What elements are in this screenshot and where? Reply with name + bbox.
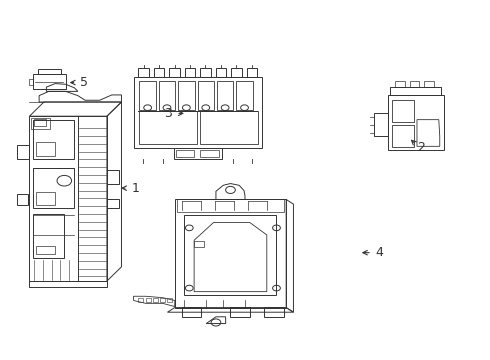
Text: 2: 2 <box>417 141 425 154</box>
Bar <box>169 68 180 77</box>
Bar <box>139 81 156 110</box>
Text: 3: 3 <box>165 107 172 120</box>
Bar <box>36 246 55 255</box>
Bar <box>160 298 165 302</box>
Bar <box>230 307 250 317</box>
Bar <box>107 170 119 184</box>
Bar <box>154 68 165 77</box>
Bar <box>33 214 64 258</box>
Bar <box>33 121 74 159</box>
Bar <box>33 75 66 89</box>
Bar <box>391 87 441 95</box>
Bar <box>175 199 286 307</box>
Bar <box>139 111 197 144</box>
Bar <box>185 68 196 77</box>
Bar <box>216 68 226 77</box>
Bar <box>159 81 175 110</box>
Bar <box>236 81 253 110</box>
Bar <box>424 81 434 87</box>
Bar <box>200 150 219 157</box>
Bar <box>107 199 119 208</box>
Bar <box>36 192 55 205</box>
Text: 1: 1 <box>132 182 140 195</box>
Bar <box>231 68 242 77</box>
Bar <box>197 81 214 110</box>
Text: 5: 5 <box>80 76 88 89</box>
Bar <box>410 81 419 87</box>
Bar <box>138 68 149 77</box>
Bar <box>194 241 204 247</box>
Bar <box>29 281 107 287</box>
Bar <box>36 142 55 156</box>
Bar <box>138 298 143 302</box>
Text: 4: 4 <box>376 246 384 259</box>
Bar <box>38 69 61 75</box>
Bar <box>177 199 284 212</box>
Bar <box>17 194 28 205</box>
Bar <box>173 148 222 159</box>
Bar <box>33 168 74 208</box>
Bar <box>176 150 195 157</box>
Bar <box>217 81 233 110</box>
Bar <box>265 307 284 317</box>
Bar <box>392 100 414 122</box>
Bar <box>146 298 150 302</box>
Bar <box>153 298 158 302</box>
Bar <box>168 298 172 302</box>
Bar <box>17 145 29 159</box>
Bar <box>182 307 201 317</box>
Bar <box>178 81 195 110</box>
Bar <box>200 111 258 144</box>
Bar <box>395 81 405 87</box>
Bar <box>246 68 257 77</box>
Bar <box>134 77 262 148</box>
Bar <box>34 119 47 126</box>
Bar <box>184 215 276 295</box>
Bar <box>31 118 50 129</box>
Bar <box>200 68 211 77</box>
Bar <box>392 125 414 147</box>
